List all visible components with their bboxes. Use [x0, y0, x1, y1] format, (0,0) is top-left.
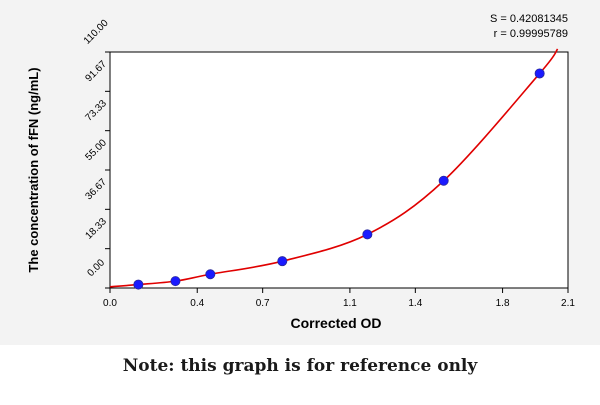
y-axis-label: The concentration of fFN (ng/mL): [26, 67, 41, 272]
x-tick-label: 1.4: [408, 298, 422, 309]
x-tick-label: 0.4: [190, 298, 204, 309]
x-tick-label: 0.7: [256, 298, 270, 309]
data-point: [133, 279, 144, 290]
y-tick-label: 55.00: [83, 137, 109, 163]
standard-curve-chart: 0.0 0.4 0.7 1.1 1.4 1.8 2.1 0.00 18.33 36.67 55.00…: [26, 13, 575, 331]
data-point: [362, 229, 373, 240]
chart-panel: 0.0 0.4 0.7 1.1 1.4 1.8 2.1 0.00 18.33 36.67 55.00…: [0, 0, 600, 345]
stat-s-label: S = 0.42081345: [490, 13, 568, 25]
y-tick-label: 73.33: [83, 98, 109, 124]
x-tick-label: 1.8: [496, 298, 510, 309]
data-point: [438, 175, 449, 186]
data-point: [205, 269, 216, 280]
x-tick-label: 2.1: [561, 298, 575, 309]
data-point: [534, 68, 545, 79]
reference-note: Note: this graph is for reference only: [122, 356, 478, 376]
fitted-curve: [109, 48, 559, 288]
data-point: [277, 256, 288, 267]
x-axis-label: Corrected OD: [290, 315, 381, 331]
stat-r-label: r = 0.99995789: [494, 28, 568, 40]
x-tick-label: 1.1: [343, 298, 357, 309]
y-tick-label: 110.00: [82, 17, 111, 46]
plot-area: [109, 51, 569, 289]
y-tick-label: 18.33: [83, 216, 109, 242]
y-tick-label: 91.67: [83, 59, 109, 85]
y-tick-label: 0.00: [85, 257, 107, 279]
data-point: [170, 276, 181, 287]
y-tick-label: 36.67: [83, 177, 109, 203]
x-tick-label: 0.0: [103, 298, 117, 309]
